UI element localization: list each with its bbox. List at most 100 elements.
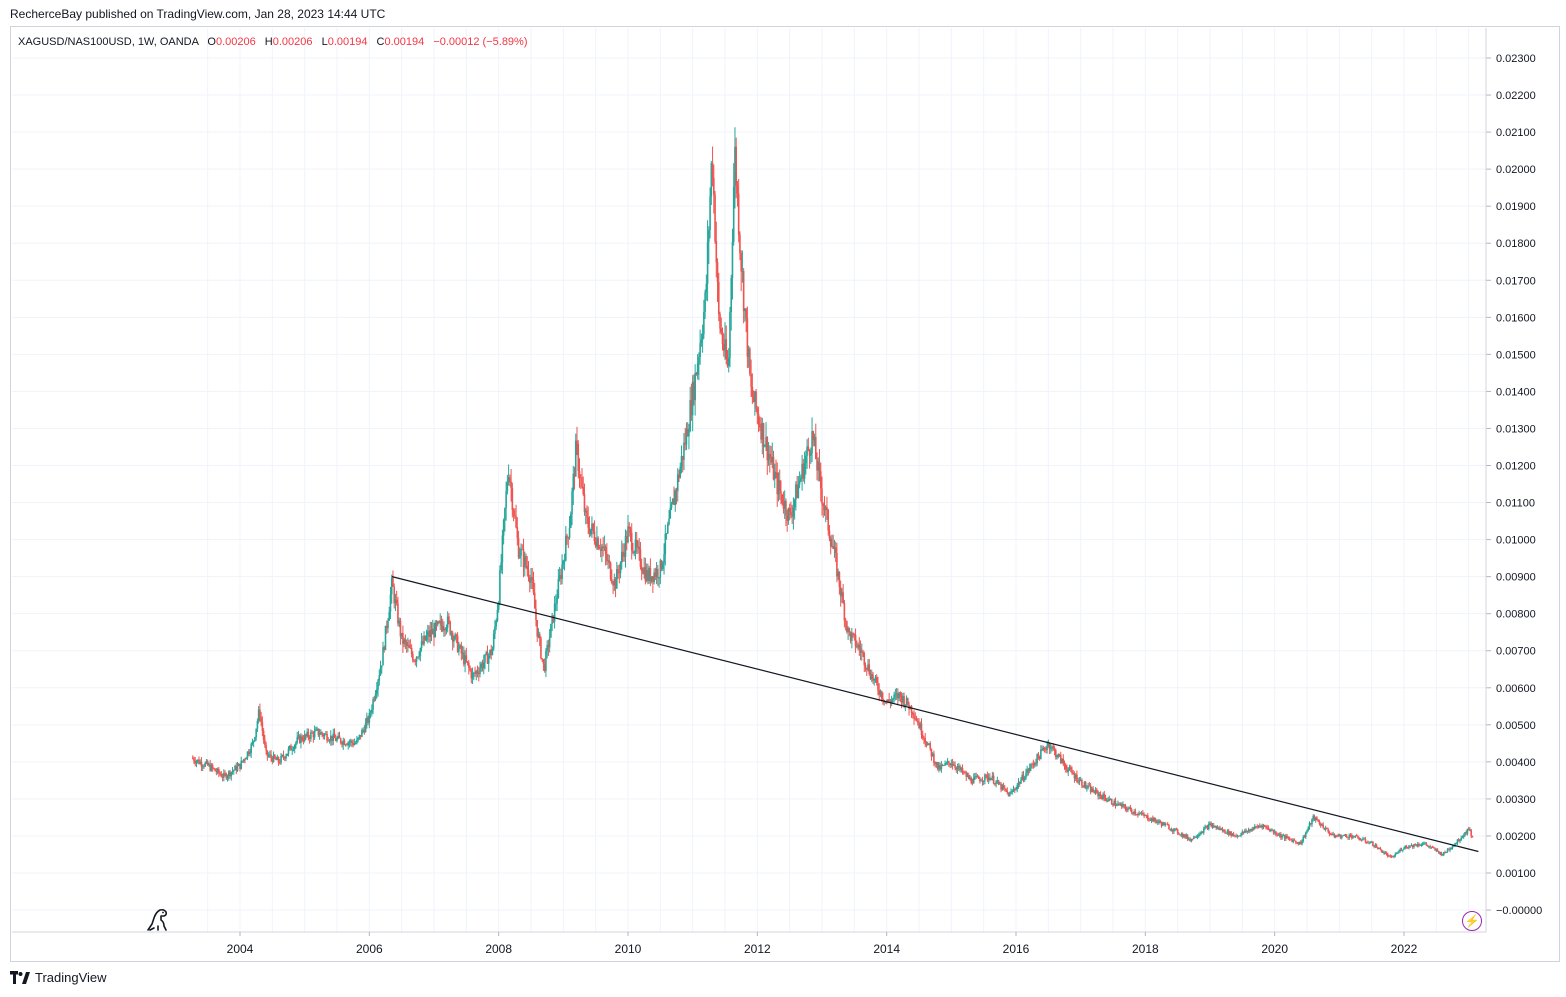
candle-body-up	[1442, 852, 1445, 855]
candle-body-down	[920, 723, 923, 735]
candle-body-up	[1011, 791, 1014, 793]
candle-body-up	[565, 535, 567, 561]
candle-body-up	[371, 709, 373, 713]
candle-body-up	[318, 734, 321, 736]
candle-body-down	[260, 717, 262, 722]
candle-body-down	[849, 632, 852, 641]
price-axis[interactable]: 0.02300 0.02200 0.02100 0.02000 0.01900 0.018…	[1485, 28, 1542, 932]
candle-body-up	[699, 343, 701, 358]
candle-body-up	[650, 576, 653, 582]
candle-body-down	[311, 732, 313, 734]
candle-body-up	[831, 545, 833, 547]
candle-body-down	[1118, 803, 1121, 805]
candle-body-down	[1360, 839, 1363, 841]
candle-body-down	[780, 490, 782, 495]
candle-body-up	[946, 761, 949, 763]
candle-body-up	[1217, 827, 1220, 829]
candle-body-down	[839, 587, 842, 597]
candle-body-down	[768, 453, 771, 459]
candle-body-down	[1043, 748, 1046, 750]
candle-body-up	[1102, 794, 1104, 800]
candle-body-up	[902, 696, 904, 703]
candle-body-down	[271, 757, 274, 762]
candle-body-down	[864, 665, 867, 668]
candle-body-down	[455, 634, 458, 636]
candle-body-down	[1175, 828, 1178, 830]
candle-body-down	[878, 690, 881, 695]
candle-body-down	[1373, 846, 1375, 847]
time-tick-label: 2016	[1003, 942, 1030, 956]
candle-body-down	[965, 772, 968, 777]
candle-body-up	[620, 551, 623, 563]
candle-body-up	[287, 748, 290, 754]
candle-body-up	[870, 674, 873, 680]
candle-body-up	[857, 644, 859, 647]
candle-body-up	[1302, 836, 1305, 842]
candle-body-up	[561, 564, 563, 579]
candle-body-down	[853, 633, 856, 636]
candle-body-down	[1179, 834, 1181, 836]
candle-body-down	[1365, 841, 1368, 843]
candle-body-up	[236, 766, 239, 771]
candle-body-down	[522, 549, 525, 568]
candle-body-down	[385, 625, 388, 629]
candle-body-up	[1282, 835, 1285, 837]
candle-body-up	[817, 461, 820, 471]
candle-body-up	[425, 635, 428, 641]
candle-body-down	[868, 664, 871, 674]
candle-body-up	[904, 704, 907, 707]
trendline-layer[interactable]	[391, 576, 1479, 853]
time-axis[interactable]: 2004 2006 2008 2010 2012 2014 2016 2018 2020 2022	[12, 931, 1486, 956]
candle-body-down	[1425, 843, 1428, 845]
candle-body-up	[643, 567, 645, 574]
candle-body-up	[1394, 853, 1397, 856]
candle-body-down	[235, 765, 238, 771]
candle-body-up	[1260, 825, 1262, 827]
candle-body-up	[216, 768, 219, 773]
candle-body-down	[949, 763, 951, 766]
candle-body-down	[1041, 749, 1043, 751]
candle-body-up	[935, 762, 938, 765]
candle-body-down	[1124, 805, 1127, 809]
price-tick-label: 0.02200	[1496, 90, 1536, 102]
candle-body-down	[343, 740, 346, 745]
grid-lines	[12, 28, 1486, 932]
price-tick-label: 0.02100	[1496, 127, 1536, 139]
candle-body-down	[1235, 835, 1237, 837]
candle-body-down	[331, 735, 333, 741]
candle-body-down	[512, 510, 515, 515]
candle-body-up	[372, 699, 374, 710]
candle-body-up	[613, 578, 616, 586]
candle-body-up	[689, 400, 691, 431]
candle-body-up	[439, 620, 442, 623]
candle-body-down	[625, 536, 628, 543]
candle-body-down	[321, 732, 323, 735]
candle-body-down	[714, 194, 716, 242]
candle-body-down	[225, 774, 228, 779]
time-tick-label: 2008	[485, 942, 512, 956]
lightning-icon[interactable]: ⚡	[1462, 911, 1482, 931]
candle-body-down	[392, 577, 394, 587]
candle-body-up	[423, 635, 425, 645]
candle-body-down	[1232, 833, 1235, 836]
price-tick-label: 0.00600	[1496, 683, 1536, 695]
candle-body-down	[221, 776, 224, 778]
candle-body-down	[647, 569, 649, 581]
candle-body-down	[834, 547, 837, 554]
dinosaur-icon[interactable]	[144, 906, 172, 934]
candle-body-down	[711, 163, 714, 178]
candle-body-down	[766, 437, 769, 461]
candle-body-up	[645, 569, 648, 581]
candle-body-up	[1413, 844, 1415, 848]
candle-body-down	[762, 423, 765, 447]
candle-body-up	[1086, 787, 1088, 789]
candle-body-down	[1159, 820, 1162, 823]
candle-body-down	[277, 757, 280, 763]
candle-body-up	[557, 579, 560, 598]
candle-body-up	[1445, 852, 1448, 853]
candle-body-down	[915, 718, 918, 722]
candle-body-up	[1455, 843, 1458, 845]
candle-body-down	[632, 550, 634, 553]
candle-body-up	[1441, 854, 1444, 856]
